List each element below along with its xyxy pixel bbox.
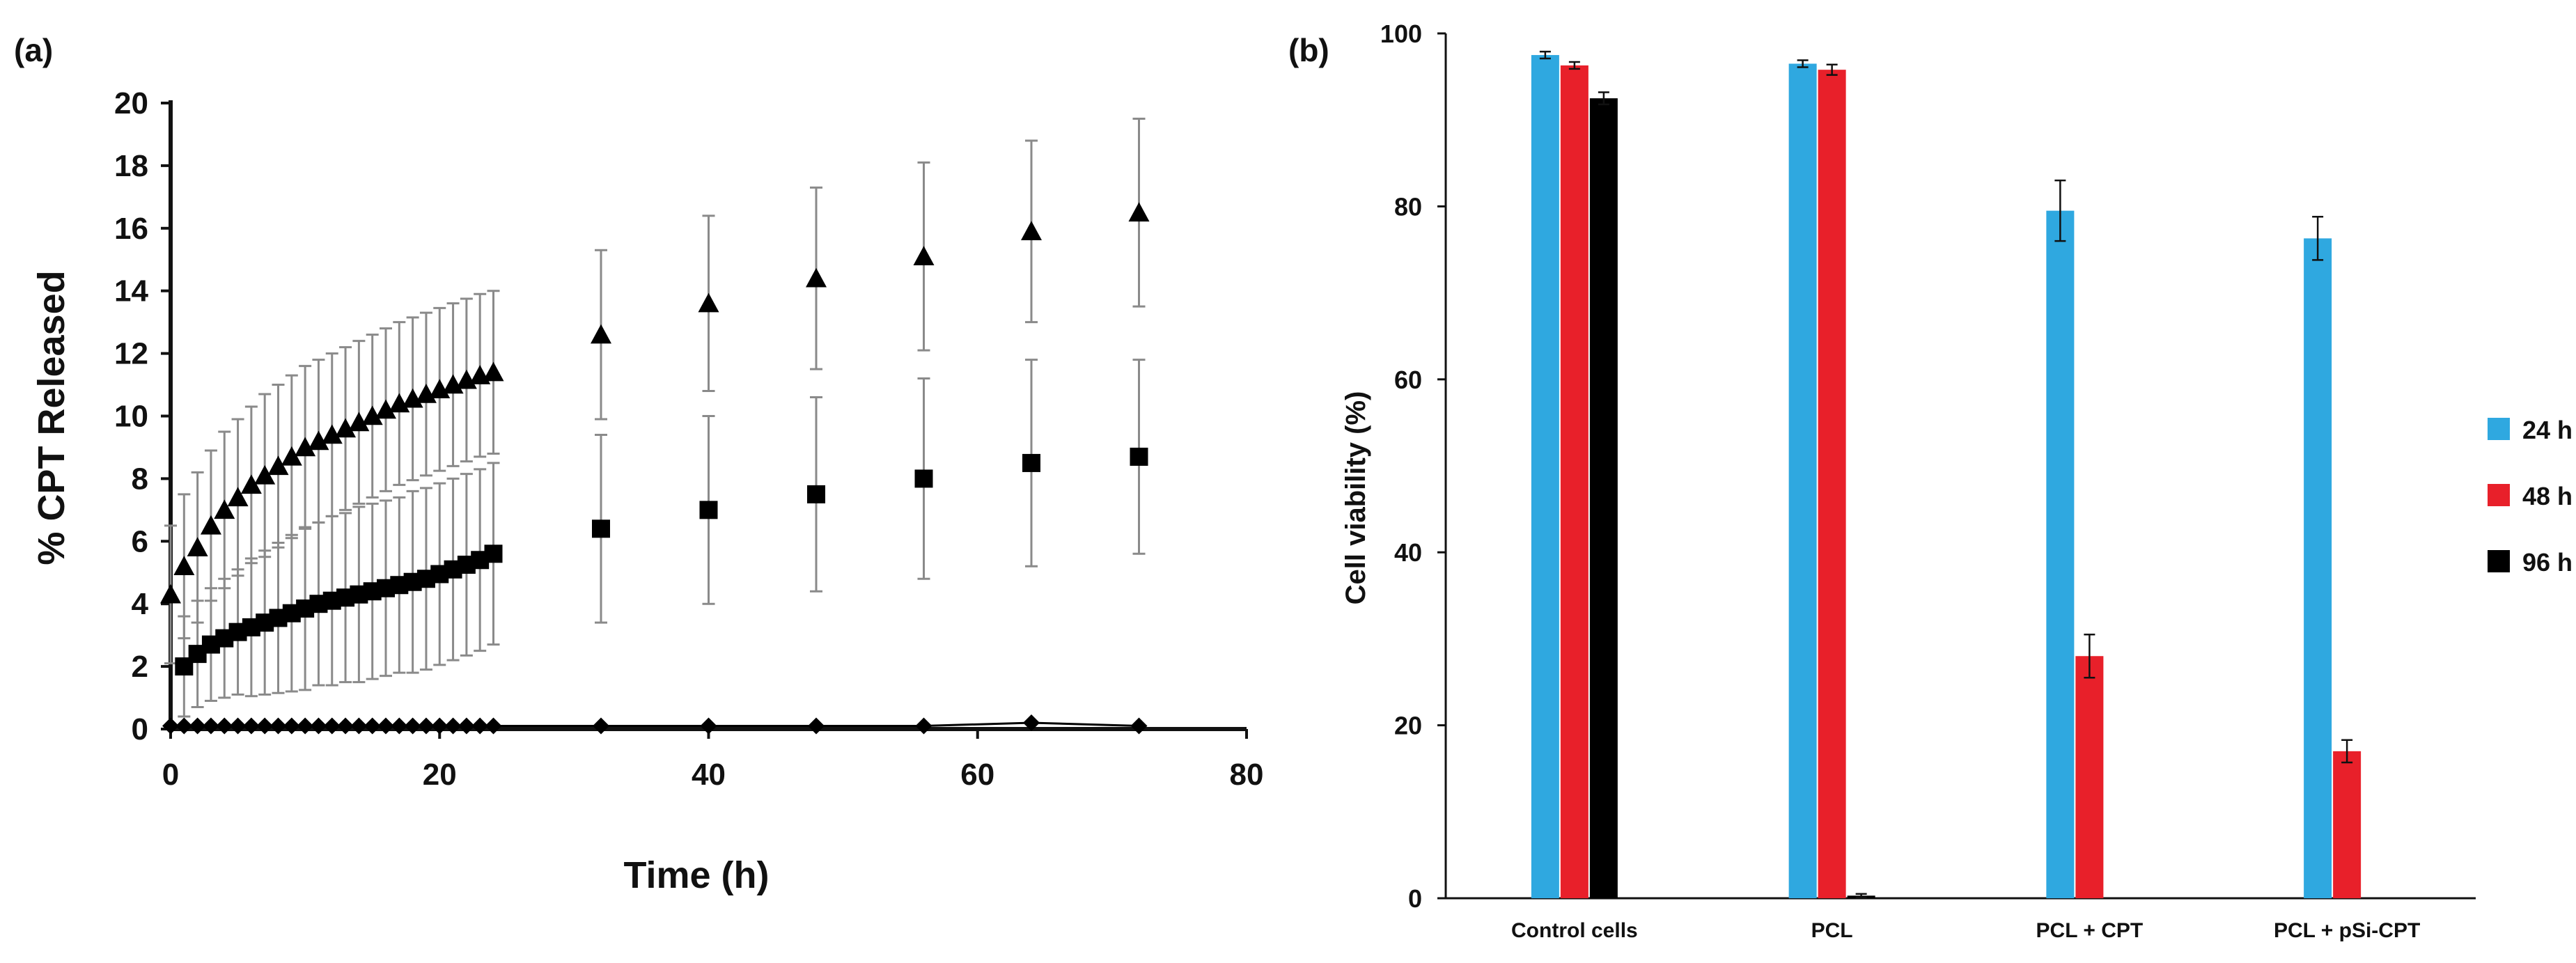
panel-b: (b) 0 20 40 60 80 100 Control cells PCL PCL + C… [1288,19,2573,942]
panel-a-x-tick-label: 60 [960,758,994,792]
panel-b-y-tick-label: 100 [1380,19,1422,48]
panel-a-label: (a) [14,32,53,68]
square-marker [592,519,610,538]
bar [2046,210,2075,898]
panel-b-category-labels: Control cells PCL PCL + CPT PCL + pSi-CPT [1511,919,2420,942]
triangle-marker [295,437,316,457]
panel-a-y-tick-label: 16 [114,212,148,246]
panel-a-x-tick-label: 20 [423,758,457,792]
panel-a-y-tick-label: 2 [132,650,148,684]
triangle-marker [335,418,357,438]
bar [2075,656,2104,898]
legend-label: 48 h [2522,482,2573,510]
panel-b-y-axis-title: Cell viability (%) [1341,391,1371,605]
square-marker [699,501,718,519]
legend-swatch [2488,484,2510,506]
diamond-series-line [171,721,1139,728]
panel-a-y-ticks: 0 2 4 6 8 10 12 14 16 18 20 [114,86,171,746]
panel-a-y-tick-label: 18 [114,149,148,183]
triangle-marker [267,455,289,476]
panel-a-y-tick-label: 8 [132,462,148,496]
panel-b-y-tick-label: 20 [1394,712,1422,740]
bar [1560,65,1588,899]
triangle-marker [281,446,302,466]
triangle-marker [375,399,396,419]
triangle-marker [348,412,370,432]
triangle-marker [361,405,383,425]
panel-a-error-bars [164,117,1146,718]
legend-label: 96 h [2522,548,2573,577]
panel-b-error-bars [1539,50,2353,899]
panel-b-bars [1531,55,2362,899]
square-marker [1130,447,1148,466]
panel-a-y-tick-label: 0 [132,712,148,746]
category-label: PCL + CPT [2036,919,2144,942]
panel-a-y-tick-label: 4 [132,587,149,621]
triangle-marker [160,584,181,604]
panel-a-y-tick-label: 14 [114,274,148,308]
category-label: Control cells [1511,919,1638,942]
panel-b-y-tick-label: 80 [1394,192,1422,221]
panel-b-y-tick-label: 0 [1408,884,1422,913]
triangle-marker [187,537,208,557]
panel-b-y-ticks: 0 20 40 60 80 100 [1380,19,1446,913]
triangle-marker [1128,202,1150,222]
legend-label: 24 h [2522,416,2573,444]
triangle-marker [591,324,611,344]
category-label: PCL [1811,919,1853,942]
bar [1531,55,1559,898]
triangle-marker [173,556,195,576]
triangle-marker [483,361,504,382]
panel-a-x-tick-label: 80 [1230,758,1264,792]
square-marker [484,545,503,563]
panel-b-y-tick-label: 40 [1394,538,1422,567]
triangle-marker [321,424,343,444]
panel-a-y-tick-label: 6 [132,524,148,558]
panel-a-y-axis-title: % CPT Released [31,270,72,565]
panel-a: (a) 0 2 4 6 8 10 12 14 16 18 20 0 20 40 60 80 Time (h)… [14,32,1263,896]
legend-swatch [2488,418,2510,440]
panel-a-points [160,202,1150,735]
bar [2333,751,2362,898]
triangle-marker [308,430,329,451]
square-marker [807,485,825,503]
triangle-marker [1021,221,1042,241]
triangle-marker [214,499,235,519]
legend-swatch [2488,550,2510,572]
panel-a-x-ticks: 0 20 40 60 80 [162,729,1264,792]
panel-b-y-tick-label: 60 [1394,366,1422,394]
triangle-marker [806,267,827,288]
triangle-marker [698,292,719,313]
bar [2304,238,2332,898]
category-label: PCL + pSi-CPT [2274,919,2420,942]
bar [1589,98,1618,898]
triangle-marker [254,464,276,485]
square-marker [1022,453,1040,472]
triangle-marker [227,487,249,507]
panel-a-x-tick-label: 40 [692,758,726,792]
panel-a-x-axis-title: Time (h) [623,854,769,896]
bar [1788,63,1817,899]
panel-a-y-tick-label: 12 [114,337,148,371]
bar [1818,70,1846,898]
panel-a-y-tick-label: 10 [114,400,148,434]
panel-a-axes [169,100,1247,731]
panel-b-legend: 24 h 48 h 96 h [2488,416,2573,577]
panel-a-x-tick-label: 0 [162,758,179,792]
triangle-marker [240,474,262,494]
triangle-marker [200,515,221,535]
panel-a-y-tick-label: 20 [114,86,148,120]
square-marker [914,469,933,488]
panel-b-label: (b) [1288,32,1329,68]
triangle-marker [913,246,935,266]
